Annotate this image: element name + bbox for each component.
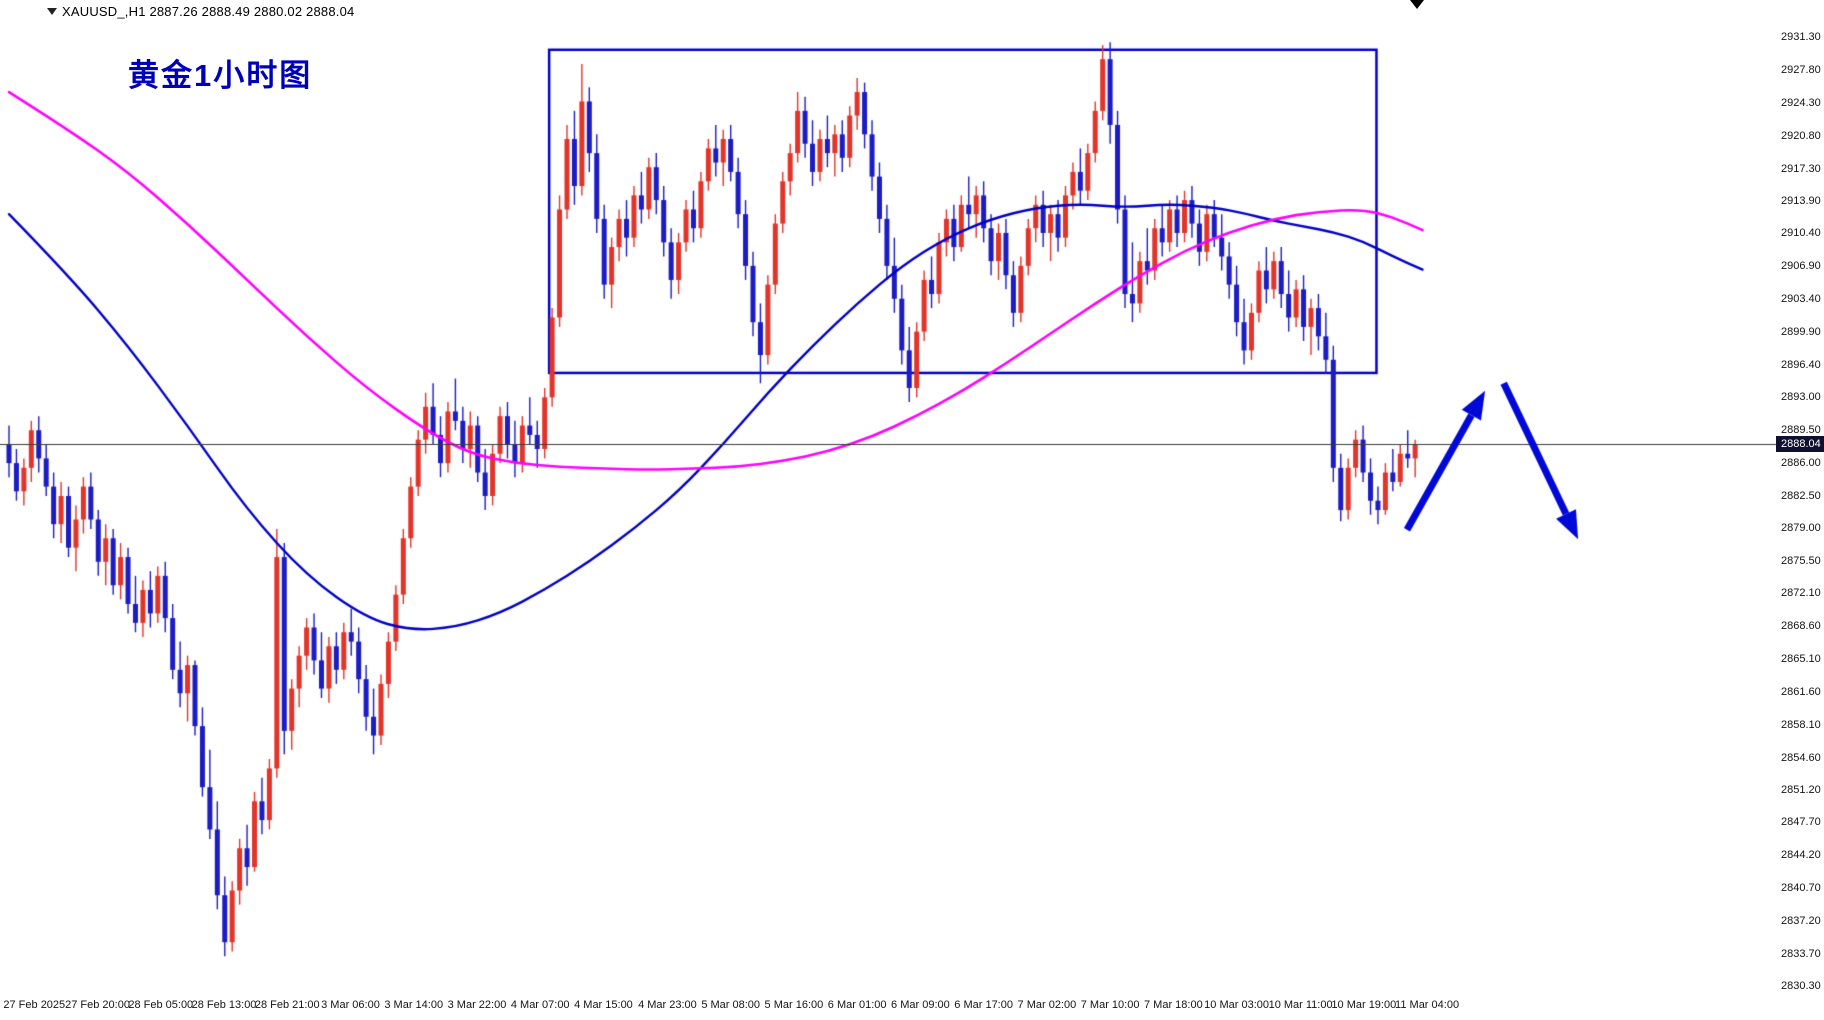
price-tick-label: 2854.60 — [1781, 751, 1821, 764]
price-tick-label: 2879.00 — [1781, 522, 1821, 535]
chart-plot-area[interactable]: XAUUSD_,H1 2887.26 2888.49 2880.02 2888.… — [0, 0, 1776, 992]
time-tick-label: 3 Mar 06:00 — [321, 999, 380, 1011]
chart-shift-marker-icon[interactable] — [1410, 0, 1424, 9]
price-tick-label: 2840.70 — [1781, 882, 1821, 895]
time-tick-label: 6 Mar 17:00 — [954, 999, 1013, 1011]
price-tick-label: 2896.40 — [1781, 358, 1821, 371]
price-tick-label: 2882.50 — [1781, 489, 1821, 502]
price-tick-label: 2844.20 — [1781, 849, 1821, 862]
time-tick-label: 6 Mar 01:00 — [827, 999, 887, 1011]
time-tick-label: 5 Mar 08:00 — [701, 999, 761, 1011]
price-tick-label: 2837.20 — [1781, 915, 1821, 928]
time-tick-label: 27 Feb 20:00 — [65, 999, 130, 1011]
price-tick-label: 2889.50 — [1781, 423, 1821, 436]
time-tick-label: 27 Feb 2025 — [3, 999, 66, 1011]
price-axis[interactable]: 2888.04 2931.30 2927.80 2924.30 2920.80 2917… — [1776, 0, 1824, 992]
price-tick-label: 2861.60 — [1781, 685, 1821, 698]
chart-title: XAUUSD_,H1 2887.26 2888.49 2880.02 2888.… — [62, 4, 355, 19]
price-tick-label: 2865.10 — [1781, 652, 1821, 665]
price-tick-label: 2899.90 — [1781, 326, 1821, 339]
time-tick-label: 28 Feb 13:00 — [191, 999, 257, 1011]
time-tick-label: 7 Mar 10:00 — [1080, 999, 1140, 1011]
price-tick-label: 2893.00 — [1781, 390, 1821, 403]
price-tick-label: 2858.10 — [1781, 718, 1821, 731]
time-tick-label: 10 Mar 19:00 — [1331, 999, 1397, 1011]
price-tick-label: 2833.70 — [1781, 947, 1821, 960]
price-tick-label: 2920.80 — [1781, 129, 1821, 142]
price-tick-label: 2931.30 — [1781, 31, 1821, 44]
price-tick-label: 2924.30 — [1781, 96, 1821, 109]
price-chart-canvas[interactable] — [0, 0, 1776, 992]
price-tick-label: 2872.10 — [1781, 587, 1821, 600]
price-tick-label: 2830.30 — [1781, 979, 1821, 992]
price-tick-label: 2903.40 — [1781, 293, 1821, 306]
current-price-badge: 2888.04 — [1776, 435, 1824, 452]
symbol-marker-icon — [47, 8, 57, 15]
time-tick-label: 28 Feb 21:00 — [254, 999, 320, 1011]
time-tick-label: 10 Mar 03:00 — [1204, 999, 1270, 1011]
time-tick-label: 4 Mar 15:00 — [574, 999, 633, 1011]
chart-annotation-label: 黄金1小时图 — [128, 58, 313, 93]
time-tick-label: 5 Mar 16:00 — [764, 999, 824, 1011]
time-tick-label: 28 Feb 05:00 — [128, 999, 194, 1011]
time-tick-label: 3 Mar 14:00 — [384, 999, 444, 1011]
time-tick-label: 3 Mar 22:00 — [447, 999, 507, 1011]
time-tick-label: 10 Mar 11:00 — [1268, 999, 1333, 1011]
price-tick-label: 2927.80 — [1781, 63, 1821, 76]
time-tick-label: 11 Mar 04:00 — [1395, 999, 1460, 1011]
time-axis[interactable]: 27 Feb 2025 27 Feb 20:00 28 Feb 05:00 28 Fe… — [0, 993, 1776, 1020]
price-tick-label: 2851.20 — [1781, 783, 1821, 796]
price-tick-label: 2913.90 — [1781, 194, 1821, 207]
time-tick-label: 7 Mar 18:00 — [1144, 999, 1203, 1011]
price-tick-label: 2886.00 — [1781, 456, 1821, 469]
price-tick-label: 2868.60 — [1781, 620, 1821, 633]
time-tick-label: 4 Mar 23:00 — [638, 999, 697, 1011]
price-tick-label: 2847.70 — [1781, 816, 1821, 829]
time-tick-label: 4 Mar 07:00 — [510, 999, 570, 1011]
price-tick-label: 2917.30 — [1781, 162, 1821, 175]
price-tick-label: 2875.50 — [1781, 555, 1821, 568]
price-tick-label: 2910.40 — [1781, 227, 1821, 240]
price-tick-label: 2906.90 — [1781, 260, 1821, 273]
time-tick-label: 7 Mar 02:00 — [1017, 999, 1077, 1011]
time-tick-label: 6 Mar 09:00 — [891, 999, 950, 1011]
